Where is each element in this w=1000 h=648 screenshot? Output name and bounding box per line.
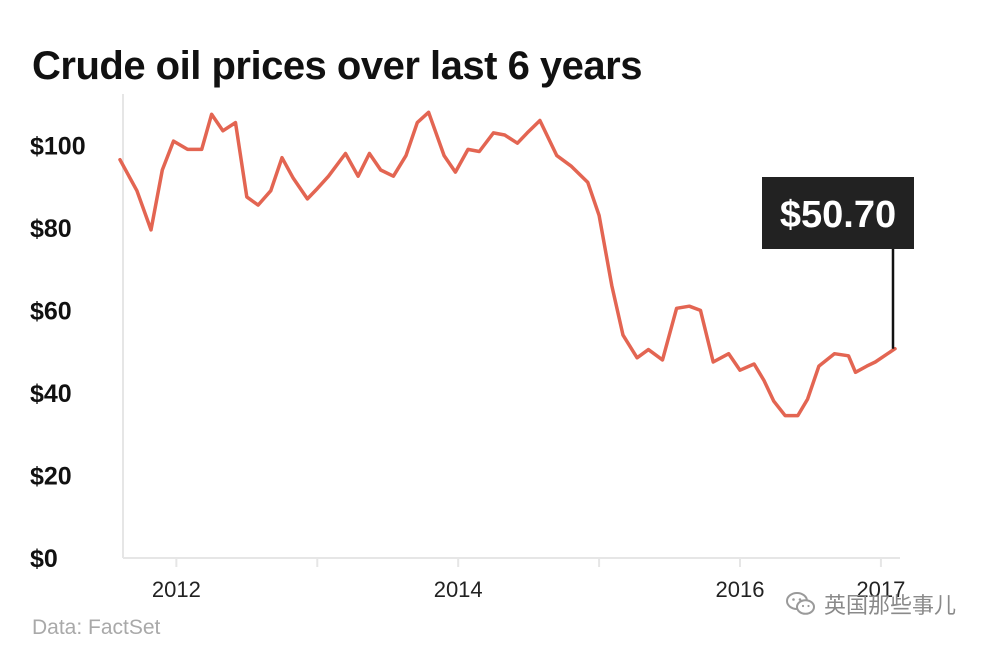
x-tick-label: 2012: [152, 577, 201, 602]
y-tick-label: $60: [30, 297, 72, 325]
y-tick-label: $40: [30, 380, 72, 408]
x-tick-label: 2014: [434, 577, 483, 602]
y-tick-label: $100: [30, 132, 86, 160]
callout-box: [762, 177, 914, 249]
chart-title: Crude oil prices over last 6 years: [32, 44, 642, 88]
y-tick-label: $0: [30, 545, 58, 573]
y-tick-label: $80: [30, 215, 72, 243]
callout-label: $50.70: [780, 194, 896, 236]
watermark-text: 英国那些事儿: [824, 593, 957, 618]
price-line: [118, 110, 897, 418]
watermark: 英国那些事儿: [786, 589, 956, 619]
y-tick-label: $20: [30, 462, 72, 490]
data-source: Data: FactSet: [32, 616, 161, 639]
x-tick-label: 2017: [856, 577, 905, 602]
wechat-icon: [786, 592, 815, 615]
x-tick-label: 2016: [716, 577, 765, 602]
